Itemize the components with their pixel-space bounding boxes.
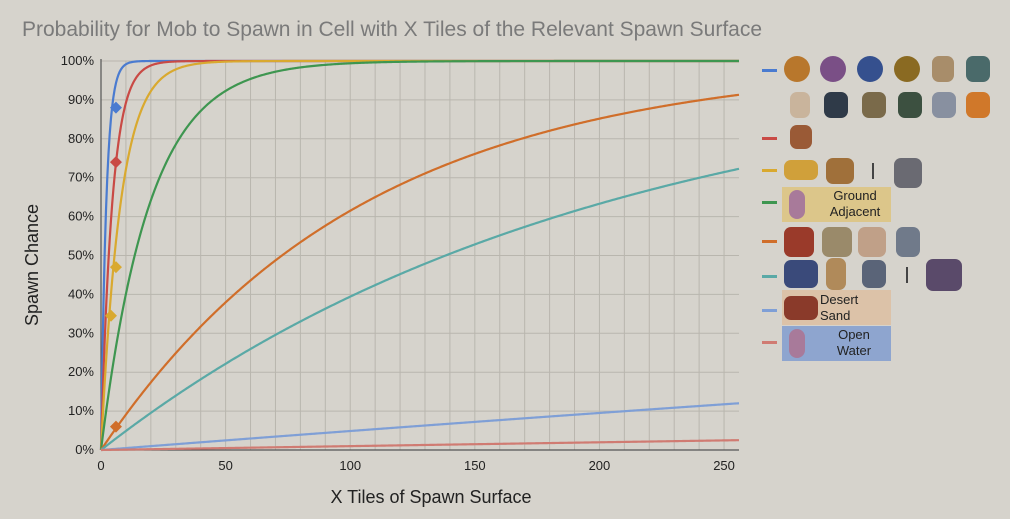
x-tick-label: 50 [218,458,232,473]
y-axis-label: Spawn Chance [22,204,42,326]
mummy-mob-icon [790,92,810,118]
crab-mob-icon [784,260,818,288]
series-line-8 [100,439,740,452]
x-tick-label: 100 [339,458,361,473]
y-tick-label: 100% [61,53,95,68]
data-point-marker [109,156,122,169]
skeleton-mob-icon [932,56,954,82]
x-axis-label: X Tiles of Spawn Surface [330,487,531,507]
series-line-4 [99,59,739,451]
y-tick-label: 70% [68,170,94,185]
legend-swatch [762,201,777,204]
x-tick-label: 200 [589,458,611,473]
data-point-marker [109,261,122,274]
data-point-marker [109,420,122,433]
y-tick-label: 0% [75,442,94,457]
tick-labels: 0 50 100 150 200 250 0% 10% 20% 30% 40% 50% 60% 70% 80… [61,53,735,473]
ghost-mob-icon [858,227,886,257]
y-tick-label: 30% [68,325,94,340]
series-line-6 [100,167,740,451]
separator [872,163,874,179]
legend-swatch [762,169,777,172]
mushroom-orb-icon [784,56,810,82]
legend-swatch [762,69,777,72]
x-tick-label: 150 [464,458,486,473]
open-water-tag: Open Water [782,326,891,361]
ground-adjacent-tag: Ground Adjacent [782,187,891,222]
legend-swatch [762,137,777,140]
worm-icon [826,258,846,290]
spear-mob-icon [896,227,920,257]
y-tick-label: 90% [68,92,94,107]
scarecrow-mob-icon [862,92,886,118]
x-tick-label: 250 [713,458,735,473]
legend-swatch [762,240,777,243]
eye-mob-icon [822,227,852,257]
grid [101,60,739,450]
separator [906,267,908,283]
desert-moth-icon [784,296,818,320]
tentacle-icon [789,190,805,219]
purple-orb-icon [820,56,846,82]
orange-mob-icon [966,92,990,118]
knight-mob-icon [932,92,956,118]
x-tick-label: 0 [97,458,104,473]
data-point-marker [104,309,117,322]
y-tick-label: 20% [68,364,94,379]
chart-title: Probability for Mob to Spawn in Cell wit… [22,18,763,41]
spiky-mob-icon [784,227,814,257]
axes [100,59,739,451]
mushroom-beast-icon [826,158,854,184]
series-lines [99,59,740,452]
gold-orb-icon [894,56,920,82]
legend-swatch [762,275,777,278]
hooded-mob-icon [898,92,922,118]
dragonfly-icon [784,160,818,180]
data-point-marker [109,101,122,114]
legend-swatch [762,341,777,344]
y-tick-label: 10% [68,403,94,418]
mushroom-mob-icon [790,125,812,149]
beetle-mob-icon [926,259,962,291]
tentacle-icon [789,329,805,358]
blue-orb-icon [857,56,883,82]
winged-mob-icon [894,158,922,188]
y-tick-label: 50% [68,248,94,263]
dark-mage-icon [824,92,848,118]
y-tick-label: 60% [68,209,94,224]
armored-mob-icon [966,56,990,82]
y-tick-label: 80% [68,131,94,146]
golem-icon [862,260,886,288]
desert-sand-tag: Desert Sand [782,290,891,325]
y-tick-label: 40% [68,286,94,301]
series-markers [104,101,122,433]
legend-swatch [762,309,777,312]
series-line-7 [100,402,740,452]
series-line-5 [100,93,740,451]
